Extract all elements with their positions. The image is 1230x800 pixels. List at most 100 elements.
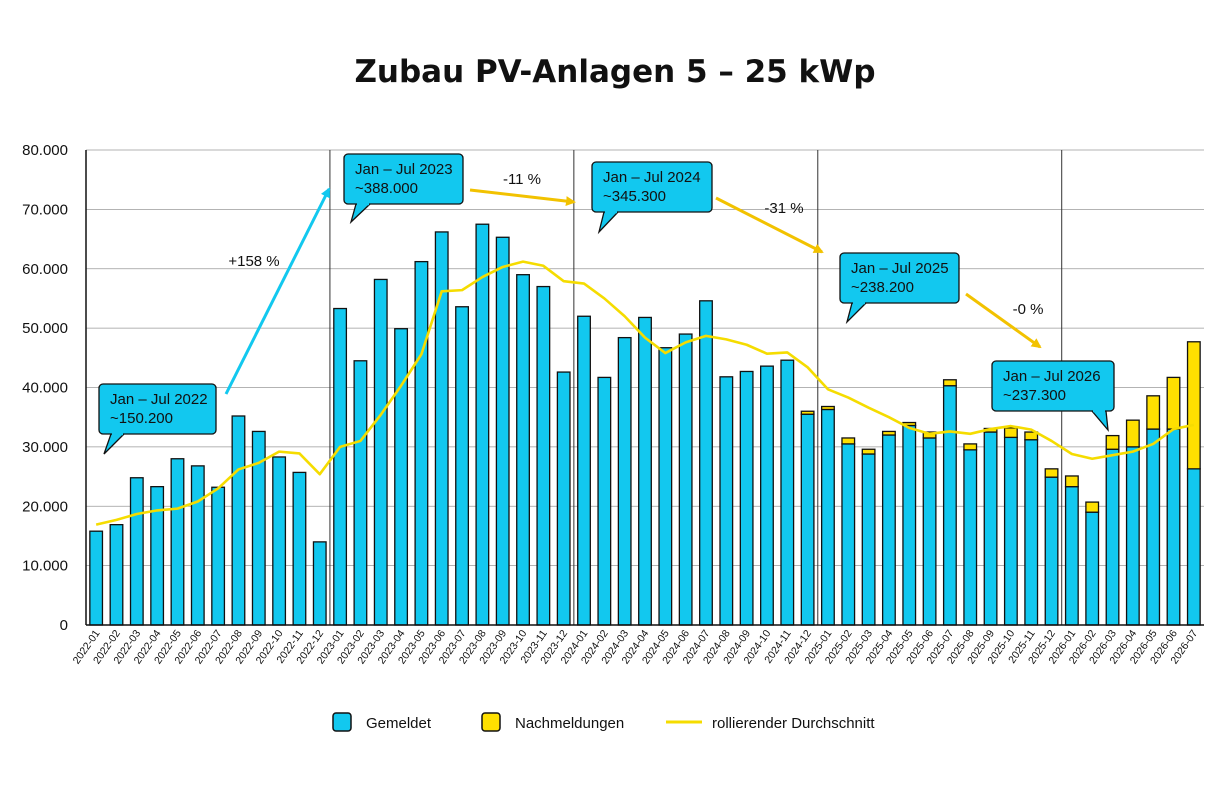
legend-label-gemeldet: Gemeldet <box>366 715 432 732</box>
bar-gemeldet <box>109 524 124 626</box>
change-label-2023: +158 % <box>228 253 279 270</box>
y-tick-label: 60.000 <box>22 261 68 278</box>
callout-box <box>991 360 1115 412</box>
change-arrow <box>715 196 824 254</box>
bars <box>89 223 1201 626</box>
bar-gemeldet <box>556 371 571 626</box>
change-arrow <box>469 188 576 207</box>
change-arrows <box>224 187 1042 395</box>
bar-gemeldet <box>292 471 307 626</box>
bar-nachmeldungen <box>1146 395 1161 430</box>
legend-label-average: rollierender Durchschnitt <box>712 715 875 732</box>
change-label-2026: -0 % <box>1013 301 1044 318</box>
callout-1: Jan – Jul 2022 ~150.200 <box>98 383 217 455</box>
bar-nachmeldungen <box>800 410 815 415</box>
callout-value: ~345.300 <box>603 188 666 205</box>
legend-swatch-nachmeldungen <box>481 712 501 732</box>
bar-gemeldet <box>820 408 835 626</box>
callout-box <box>98 383 217 435</box>
bar-gemeldet <box>495 236 510 626</box>
bar-nachmeldungen <box>1024 431 1039 441</box>
bar-gemeldet <box>678 333 693 626</box>
bar-nachmeldungen <box>861 448 876 455</box>
callout-tail <box>845 302 868 325</box>
callout-value: ~237.300 <box>1003 387 1066 404</box>
bar-gemeldet <box>353 360 368 626</box>
legend-swatch-gemeldet <box>332 712 352 732</box>
callouts: Jan – Jul 2022 ~150.200 Jan – Jul 2023 ~388… <box>98 153 1115 455</box>
callout-5: Jan – Jul 2026 ~237.300 <box>991 360 1115 433</box>
bar-gemeldet <box>1024 439 1039 626</box>
bar-nachmeldungen <box>1003 427 1018 439</box>
bar-nachmeldungen <box>820 405 835 411</box>
bar-gemeldet <box>1085 511 1100 626</box>
bar-gemeldet <box>861 453 876 626</box>
bar-gemeldet <box>780 359 795 626</box>
callout-tail <box>103 433 126 455</box>
bar-gemeldet <box>942 385 957 626</box>
bar-gemeldet <box>150 486 165 626</box>
bar-gemeldet <box>760 365 774 626</box>
x-axis-ticks: 2022-012022-022022-032022-042022-052022-… <box>71 628 1201 667</box>
bar-gemeldet <box>699 300 713 626</box>
legend: Gemeldet Nachmeldungen rollierender Durc… <box>332 712 875 732</box>
callout-value: ~150.200 <box>110 410 173 427</box>
callout-period: Jan – Jul 2024 <box>603 169 701 186</box>
axes <box>85 150 1204 626</box>
bar-gemeldet <box>272 456 287 626</box>
y-tick-label: 10.000 <box>22 558 68 575</box>
bar-nachmeldungen <box>1085 501 1100 513</box>
change-label-2024: -11 % <box>503 171 541 188</box>
bar-gemeldet <box>414 260 429 626</box>
bar-nachmeldungen <box>1064 475 1079 488</box>
y-tick-label: 0 <box>60 617 68 634</box>
bar-gemeldet <box>963 449 978 626</box>
callout-period: Jan – Jul 2025 <box>851 260 949 277</box>
bar-gemeldet <box>1166 428 1181 626</box>
change-arrow <box>965 292 1042 349</box>
bar-gemeldet <box>312 541 327 626</box>
legend-label-nachmeldungen: Nachmeldungen <box>515 715 624 732</box>
bar-gemeldet <box>1125 446 1140 626</box>
bar-nachmeldungen <box>841 437 856 445</box>
bar-nachmeldungen <box>1186 341 1201 470</box>
bar-gemeldet <box>373 278 388 626</box>
callout-period: Jan – Jul 2022 <box>110 391 208 408</box>
bar-gemeldet <box>617 336 632 626</box>
callout-3: Jan – Jul 2024 ~345.300 <box>591 161 713 235</box>
bar-gemeldet <box>739 370 754 626</box>
bar-nachmeldungen <box>942 379 957 387</box>
bar-gemeldet <box>902 424 917 626</box>
callout-2: Jan – Jul 2023 ~388.000 <box>343 153 464 225</box>
rolling-average-line-path <box>95 260 1195 526</box>
bar-gemeldet <box>475 223 490 626</box>
bar-nachmeldungen <box>963 443 978 451</box>
bar-gemeldet <box>1105 448 1120 626</box>
callout-value: ~388.000 <box>355 180 418 197</box>
callout-tail <box>349 203 372 225</box>
bar-gemeldet <box>333 307 348 626</box>
bar-gemeldet <box>1146 428 1161 626</box>
callout-period: Jan – Jul 2026 <box>1003 368 1101 385</box>
change-arrow <box>224 187 331 395</box>
callout-tail <box>1090 410 1109 433</box>
change-label-2025: -31 % <box>764 200 803 217</box>
bar-gemeldet <box>394 328 409 626</box>
bar-gemeldet <box>1186 468 1201 626</box>
y-axis-ticks: 0 10.000 20.000 30.000 40.000 50.000 60.000 70.… <box>22 142 68 634</box>
bar-gemeldet <box>719 376 734 626</box>
rolling-average-line <box>95 260 1195 526</box>
bar-gemeldet <box>658 347 673 626</box>
callout-box <box>343 153 464 205</box>
bar-gemeldet <box>1003 436 1018 626</box>
bar-gemeldet <box>211 486 226 626</box>
y-tick-label: 70.000 <box>22 201 68 218</box>
bar-gemeldet <box>881 434 896 626</box>
bar-nachmeldungen <box>1044 468 1059 478</box>
bar-gemeldet <box>516 274 530 626</box>
y-tick-label: 30.000 <box>22 439 68 456</box>
callout-tail <box>597 211 620 235</box>
bar-gemeldet <box>190 465 205 626</box>
bar-gemeldet <box>129 477 144 626</box>
